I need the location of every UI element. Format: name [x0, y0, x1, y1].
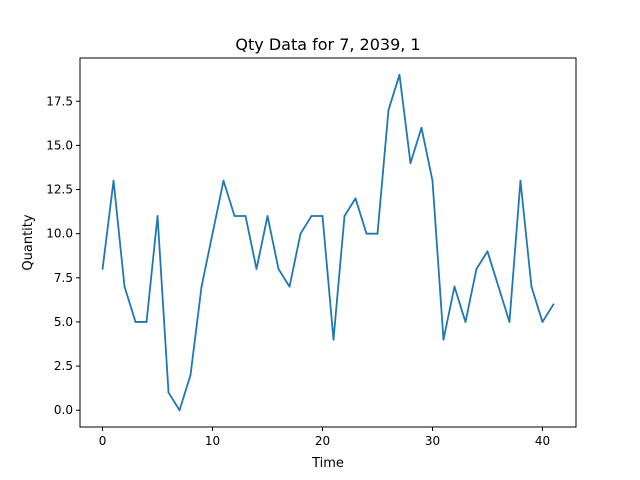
chart-title: Qty Data for 7, 2039, 1 — [235, 35, 420, 54]
data-point — [233, 215, 236, 217]
x-tick-label: 20 — [315, 434, 330, 448]
data-point — [464, 321, 467, 323]
data-point — [519, 179, 522, 182]
y-tick-label: 0.0 — [54, 403, 73, 417]
series-line — [101, 73, 555, 412]
data-point — [277, 268, 280, 270]
data-point — [420, 126, 423, 129]
data-point — [299, 232, 302, 235]
y-tick-label: 5.0 — [54, 315, 73, 329]
data-point — [145, 321, 148, 323]
y-axis-label: Quantity — [21, 214, 36, 270]
data-point — [200, 285, 203, 288]
axes-frame — [79, 57, 577, 428]
data-point — [552, 303, 555, 306]
x-axis: 0 10 20 30 40 — [99, 427, 550, 448]
data-point — [387, 109, 390, 111]
y-tick-label: 7.5 — [54, 271, 73, 285]
data-point — [475, 268, 478, 270]
data-point — [343, 215, 346, 217]
x-tick-label: 40 — [535, 434, 550, 448]
data-point — [222, 179, 225, 182]
data-point — [310, 215, 313, 217]
data-point — [156, 215, 159, 217]
y-tick-label: 10.0 — [46, 227, 73, 241]
x-axis-label: Time — [311, 456, 344, 471]
data-point — [442, 338, 445, 341]
y-tick-label: 15.0 — [46, 138, 73, 152]
data-point — [266, 215, 269, 217]
plot-area — [101, 73, 555, 412]
data-point — [321, 215, 324, 217]
data-point — [189, 374, 192, 376]
y-tick-label: 2.5 — [54, 359, 73, 373]
x-tick-label: 30 — [425, 434, 440, 448]
data-point — [497, 285, 500, 288]
data-point — [123, 285, 126, 288]
data-point — [508, 321, 511, 323]
data-point — [354, 197, 357, 200]
data-point — [134, 321, 137, 323]
data-point — [398, 73, 401, 76]
y-tick-label: 17.5 — [46, 94, 73, 108]
data-point — [255, 268, 258, 270]
data-point — [332, 338, 335, 341]
y-tick-label: 12.5 — [46, 183, 73, 197]
data-point — [211, 232, 214, 235]
data-point — [244, 215, 247, 217]
data-point — [288, 285, 291, 288]
data-point — [376, 232, 379, 235]
data-point — [409, 162, 412, 164]
data-point — [541, 321, 544, 323]
data-point — [178, 409, 181, 412]
y-axis: 0.0 2.5 5.0 7.5 10.0 12.5 15.0 17.5 — [46, 94, 80, 417]
data-point — [112, 179, 115, 182]
data-point — [365, 232, 368, 235]
data-point — [486, 250, 489, 253]
data-point — [101, 268, 104, 270]
x-tick-label: 10 — [205, 434, 220, 448]
data-point — [530, 285, 533, 288]
data-point — [431, 179, 434, 182]
data-point — [453, 285, 456, 288]
x-tick-label: 0 — [99, 434, 107, 448]
data-point — [167, 391, 170, 394]
